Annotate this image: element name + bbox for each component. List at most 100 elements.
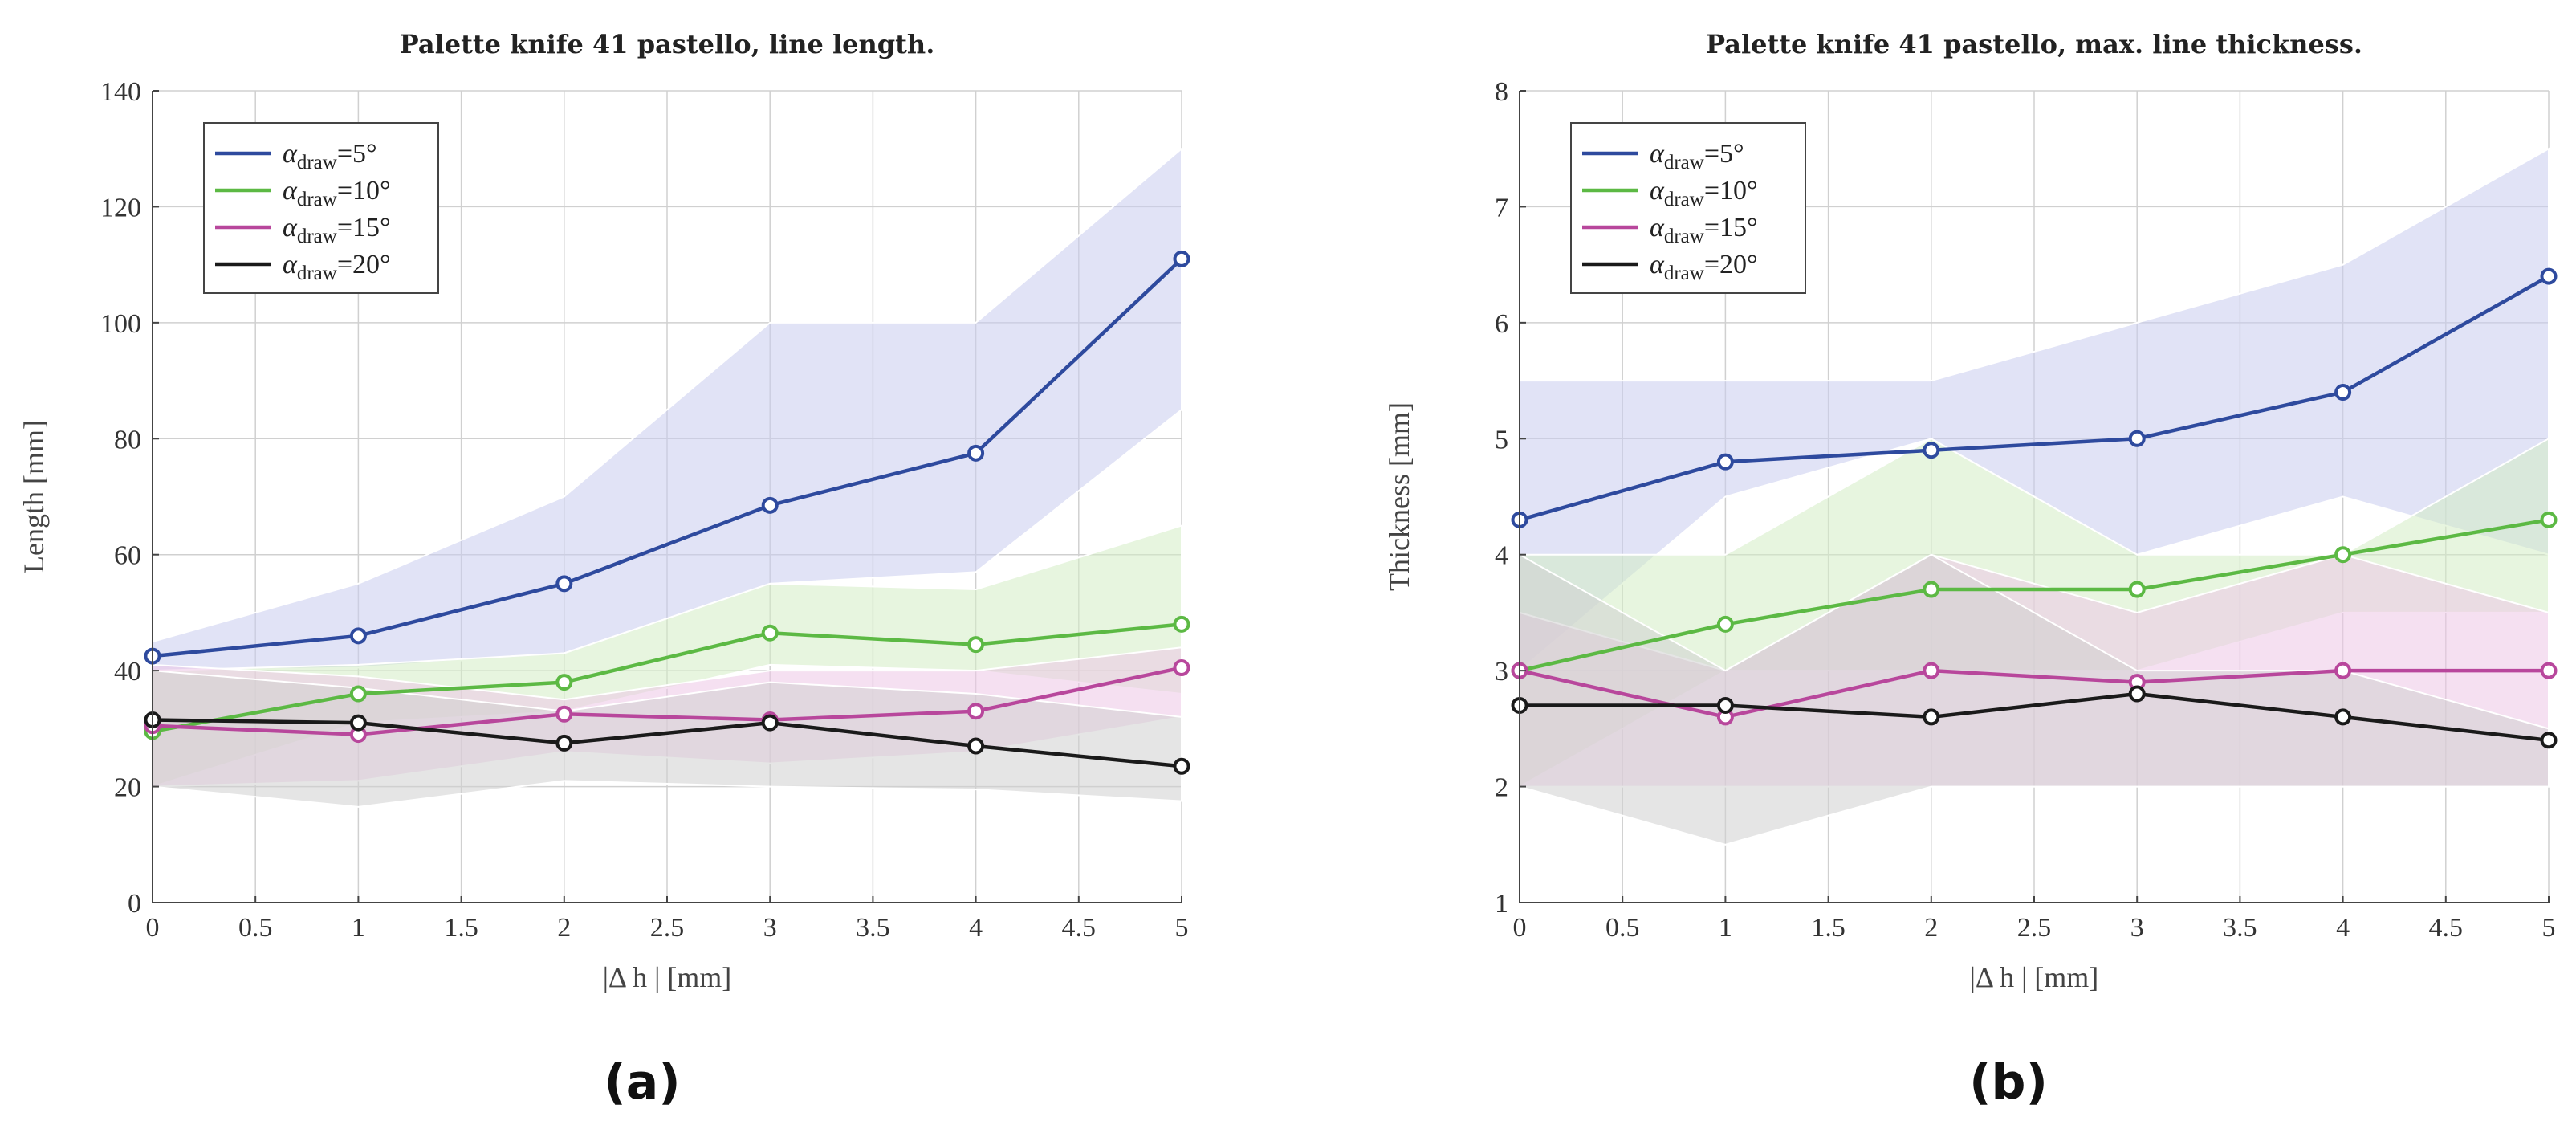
data-point-series-1 bbox=[555, 575, 573, 593]
legend-alpha: α bbox=[1650, 250, 1665, 279]
series-line-1 bbox=[1519, 275, 2550, 522]
y-tick-label: 7 bbox=[1495, 193, 1508, 222]
data-point-series-2 bbox=[555, 674, 573, 691]
legend-entry-series-2: αdraw=10° bbox=[1650, 176, 1758, 210]
legend-subscript: draw bbox=[297, 263, 337, 284]
x-tick-label: 5 bbox=[2542, 913, 2556, 943]
legend-subscript: draw bbox=[1664, 226, 1704, 247]
y-tick-label: 40 bbox=[114, 657, 141, 687]
data-point-series-4 bbox=[1923, 708, 1940, 726]
data-point-series-3 bbox=[2540, 662, 2558, 679]
legend: αdraw=5°αdraw=10°αdraw=15°αdraw=20° bbox=[1570, 122, 1806, 294]
legend-subscript: draw bbox=[1664, 189, 1704, 210]
legend-entry-series-2: αdraw=10° bbox=[283, 176, 391, 210]
legend-value: =10° bbox=[1704, 176, 1758, 206]
x-tick-label: 1.5 bbox=[1811, 913, 1846, 943]
data-point-series-1 bbox=[1923, 442, 1940, 459]
legend-alpha: α bbox=[1650, 213, 1665, 243]
x-tick-label: 1 bbox=[1719, 913, 1732, 943]
legend-value: =5° bbox=[337, 139, 377, 169]
series-line-2 bbox=[152, 622, 1182, 734]
panel-label: (b) bbox=[1969, 1054, 2048, 1111]
legend-entry-series-3: αdraw=15° bbox=[1650, 213, 1758, 247]
data-point-series-1 bbox=[349, 627, 367, 645]
x-tick-label: 4.5 bbox=[2429, 913, 2464, 943]
data-point-series-1 bbox=[1716, 453, 1734, 471]
data-point-series-2 bbox=[1716, 615, 1734, 633]
y-axis-label: Thickness [mm] bbox=[1383, 402, 1415, 591]
y-tick-label: 5 bbox=[1495, 425, 1508, 454]
chart-title: Palette knife 41 pastello, line length. bbox=[400, 29, 935, 59]
y-tick-label: 140 bbox=[100, 77, 141, 107]
x-tick-label: 1.5 bbox=[444, 913, 478, 943]
data-point-series-2 bbox=[2128, 581, 2146, 598]
x-tick-label: 2.5 bbox=[650, 913, 685, 943]
legend: αdraw=5°αdraw=10°αdraw=15°αdraw=20° bbox=[203, 122, 439, 294]
data-point-series-4 bbox=[2128, 685, 2146, 703]
y-axis-label: Length [mm] bbox=[18, 420, 50, 573]
legend-value: =10° bbox=[337, 176, 391, 206]
x-tick-label: 3 bbox=[2130, 913, 2144, 943]
chart-max-line-thickness: Palette knife 41 pastello, max. line thi… bbox=[1383, 29, 2558, 1111]
series-line-3 bbox=[152, 666, 1182, 736]
y-tick-label: 8 bbox=[1495, 77, 1508, 107]
legend-alpha: α bbox=[283, 176, 298, 206]
data-point-series-3 bbox=[1923, 662, 1940, 679]
data-point-series-4 bbox=[2334, 708, 2352, 726]
data-point-series-4 bbox=[555, 734, 573, 752]
x-tick-label: 4 bbox=[969, 913, 983, 943]
legend-subscript: draw bbox=[1664, 263, 1704, 284]
range-band-series-4 bbox=[1519, 553, 2550, 846]
legend-alpha: α bbox=[283, 213, 298, 243]
data-point-series-1 bbox=[2334, 384, 2352, 401]
data-point-series-1 bbox=[967, 444, 985, 462]
x-tick-label: 0 bbox=[146, 913, 160, 943]
series-line-4 bbox=[152, 718, 1182, 768]
x-tick-label: 3 bbox=[763, 913, 777, 943]
legend-subscript: draw bbox=[297, 226, 337, 247]
x-tick-label: 1 bbox=[352, 913, 365, 943]
x-tick-label: 2 bbox=[557, 913, 571, 943]
series-line-4 bbox=[1520, 691, 2550, 743]
chart-title: Palette knife 41 pastello, max. line thi… bbox=[1706, 29, 2362, 59]
data-point-series-3 bbox=[1173, 659, 1190, 677]
legend-value: =20° bbox=[1704, 250, 1758, 279]
y-tick-label: 100 bbox=[100, 309, 141, 339]
x-axis-label: |Δ h | [mm] bbox=[603, 961, 732, 993]
data-point-series-1 bbox=[761, 496, 779, 514]
data-point-series-4 bbox=[1716, 696, 1734, 714]
data-point-series-1 bbox=[2128, 430, 2146, 447]
y-tick-label: 1 bbox=[1495, 889, 1508, 919]
x-tick-label: 5 bbox=[1175, 913, 1189, 943]
data-point-series-2 bbox=[349, 685, 367, 703]
x-tick-label: 2 bbox=[1924, 913, 1938, 943]
data-point-series-2 bbox=[2334, 546, 2352, 564]
series-line-2 bbox=[1519, 518, 2550, 673]
y-tick-label: 2 bbox=[1495, 773, 1508, 803]
data-point-series-2 bbox=[1923, 581, 1940, 598]
x-tick-label: 3.5 bbox=[856, 913, 890, 943]
data-point-series-3 bbox=[967, 703, 985, 720]
legend-subscript: draw bbox=[297, 152, 337, 173]
data-point-series-2 bbox=[1173, 615, 1190, 633]
data-point-series-2 bbox=[2540, 511, 2558, 528]
legend-alpha: α bbox=[283, 250, 298, 279]
legend-subscript: draw bbox=[297, 189, 337, 210]
legend-entry-series-1: αdraw=5° bbox=[283, 139, 377, 173]
data-point-series-2 bbox=[761, 624, 779, 642]
data-point-series-1 bbox=[1173, 250, 1190, 267]
y-tick-label: 4 bbox=[1495, 541, 1508, 571]
x-axis-label: |Δ h | [mm] bbox=[1970, 961, 2099, 993]
data-point-series-4 bbox=[349, 714, 367, 732]
data-point-series-4 bbox=[761, 714, 779, 732]
x-tick-label: 3.5 bbox=[2223, 913, 2257, 943]
x-tick-label: 4 bbox=[2336, 913, 2350, 943]
legend-entry-series-4: αdraw=20° bbox=[283, 250, 391, 284]
x-tick-label: 4.5 bbox=[1062, 913, 1097, 943]
legend-entry-series-1: αdraw=5° bbox=[1650, 139, 1744, 173]
data-point-series-4 bbox=[967, 737, 985, 755]
chart-line-length: Palette knife 41 pastello, line length. 0… bbox=[18, 29, 1190, 1111]
y-tick-label: 0 bbox=[128, 889, 141, 919]
legend-value: =5° bbox=[1704, 139, 1744, 169]
